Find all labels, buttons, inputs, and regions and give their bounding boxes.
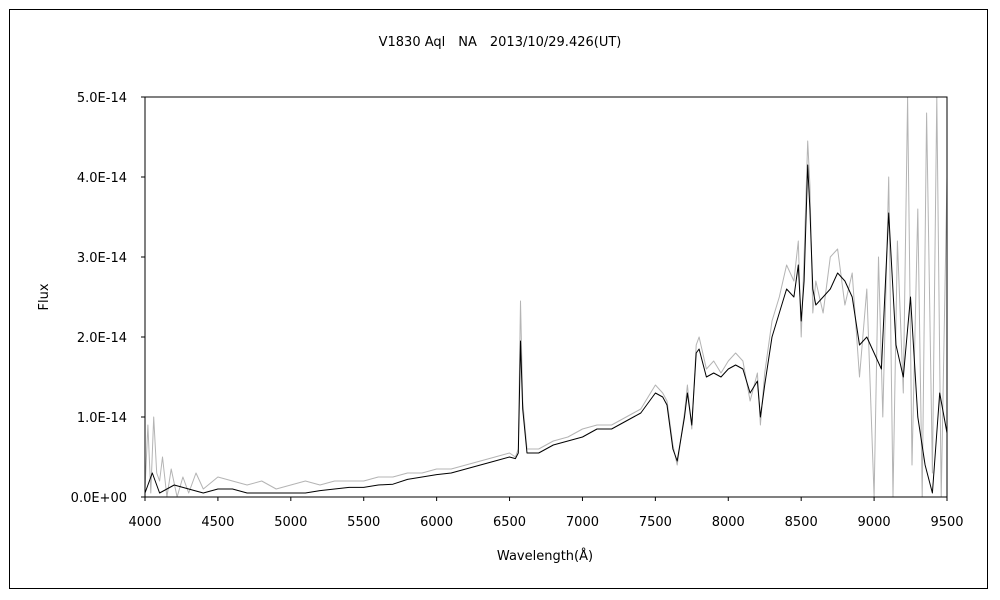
plot-area [144, 96, 948, 498]
x-tick-label: 9500 [930, 515, 963, 530]
x-tick-label: 5000 [274, 515, 307, 530]
series-line-1 [144, 96, 948, 498]
series-layer [144, 96, 948, 498]
x-axis: 4000 4500 5000 5500 6000 6500 7000 7500 8000 8500… [128, 497, 964, 530]
chart-title: V1830 Aql NA 2013/10/29.426(UT) [379, 35, 622, 50]
x-tick-label: 8000 [712, 515, 745, 530]
x-tick-label: 9000 [858, 515, 891, 530]
y-tick-label: 4.0E-14 [77, 171, 127, 186]
y-tick-label: 1.0E-14 [77, 411, 127, 426]
y-axis: 0.0E+00 1.0E-14 2.0E-14 3.0E-14 4.0E-14 5.0E-… [71, 91, 145, 506]
y-tick-label: 5.0E-14 [77, 91, 127, 106]
y-tick-label: 0.0E+00 [71, 491, 127, 506]
x-tick-label: 8500 [785, 515, 818, 530]
x-tick-label: 6000 [420, 515, 453, 530]
x-tick-label: 4000 [128, 515, 161, 530]
x-tick-label: 4500 [201, 515, 234, 530]
x-tick-label: 6500 [493, 515, 526, 530]
y-tick-label: 2.0E-14 [77, 331, 127, 346]
x-axis-title: Wavelength(Å) [497, 548, 593, 564]
y-axis-title: Flux [37, 283, 52, 310]
series-line-0 [144, 164, 948, 494]
x-tick-label: 7000 [566, 515, 599, 530]
x-tick-label: 5500 [347, 515, 380, 530]
y-tick-label: 3.0E-14 [77, 251, 127, 266]
x-tick-label: 7500 [639, 515, 672, 530]
